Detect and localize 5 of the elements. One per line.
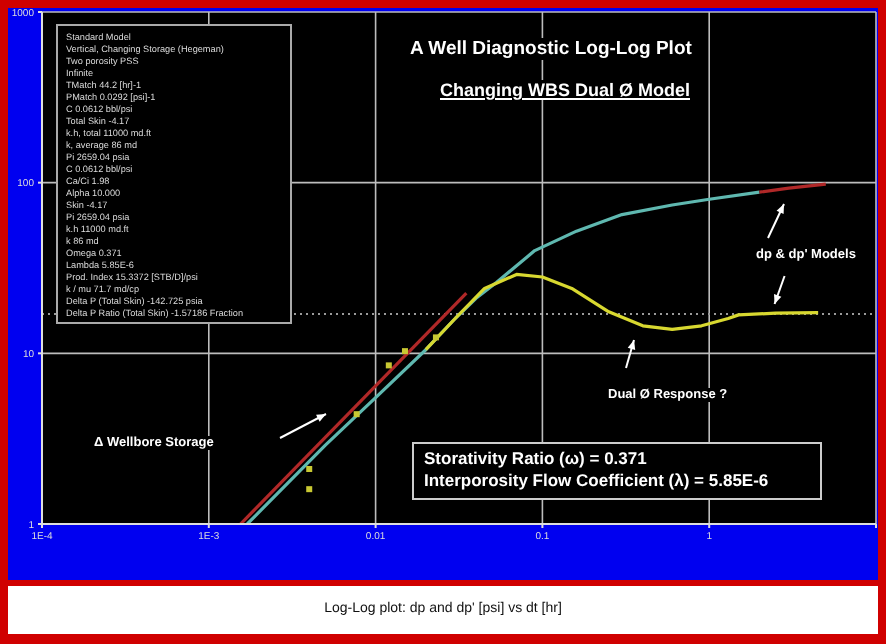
annotation: Interporosity Flow Coefficient (λ) = 5.85E-6	[424, 470, 771, 492]
annotation: Storativity Ratio (ω) = 0.371	[424, 448, 649, 470]
text: Changing WBS Dual Ø Model	[438, 80, 692, 100]
text: A Well Diagnostic Log-Log Plot	[408, 38, 694, 60]
text-panel: Storativity Ratio (ω) = 0.371 Interporosity Flow Coefficient (λ) = 5.85E-6	[412, 442, 822, 500]
